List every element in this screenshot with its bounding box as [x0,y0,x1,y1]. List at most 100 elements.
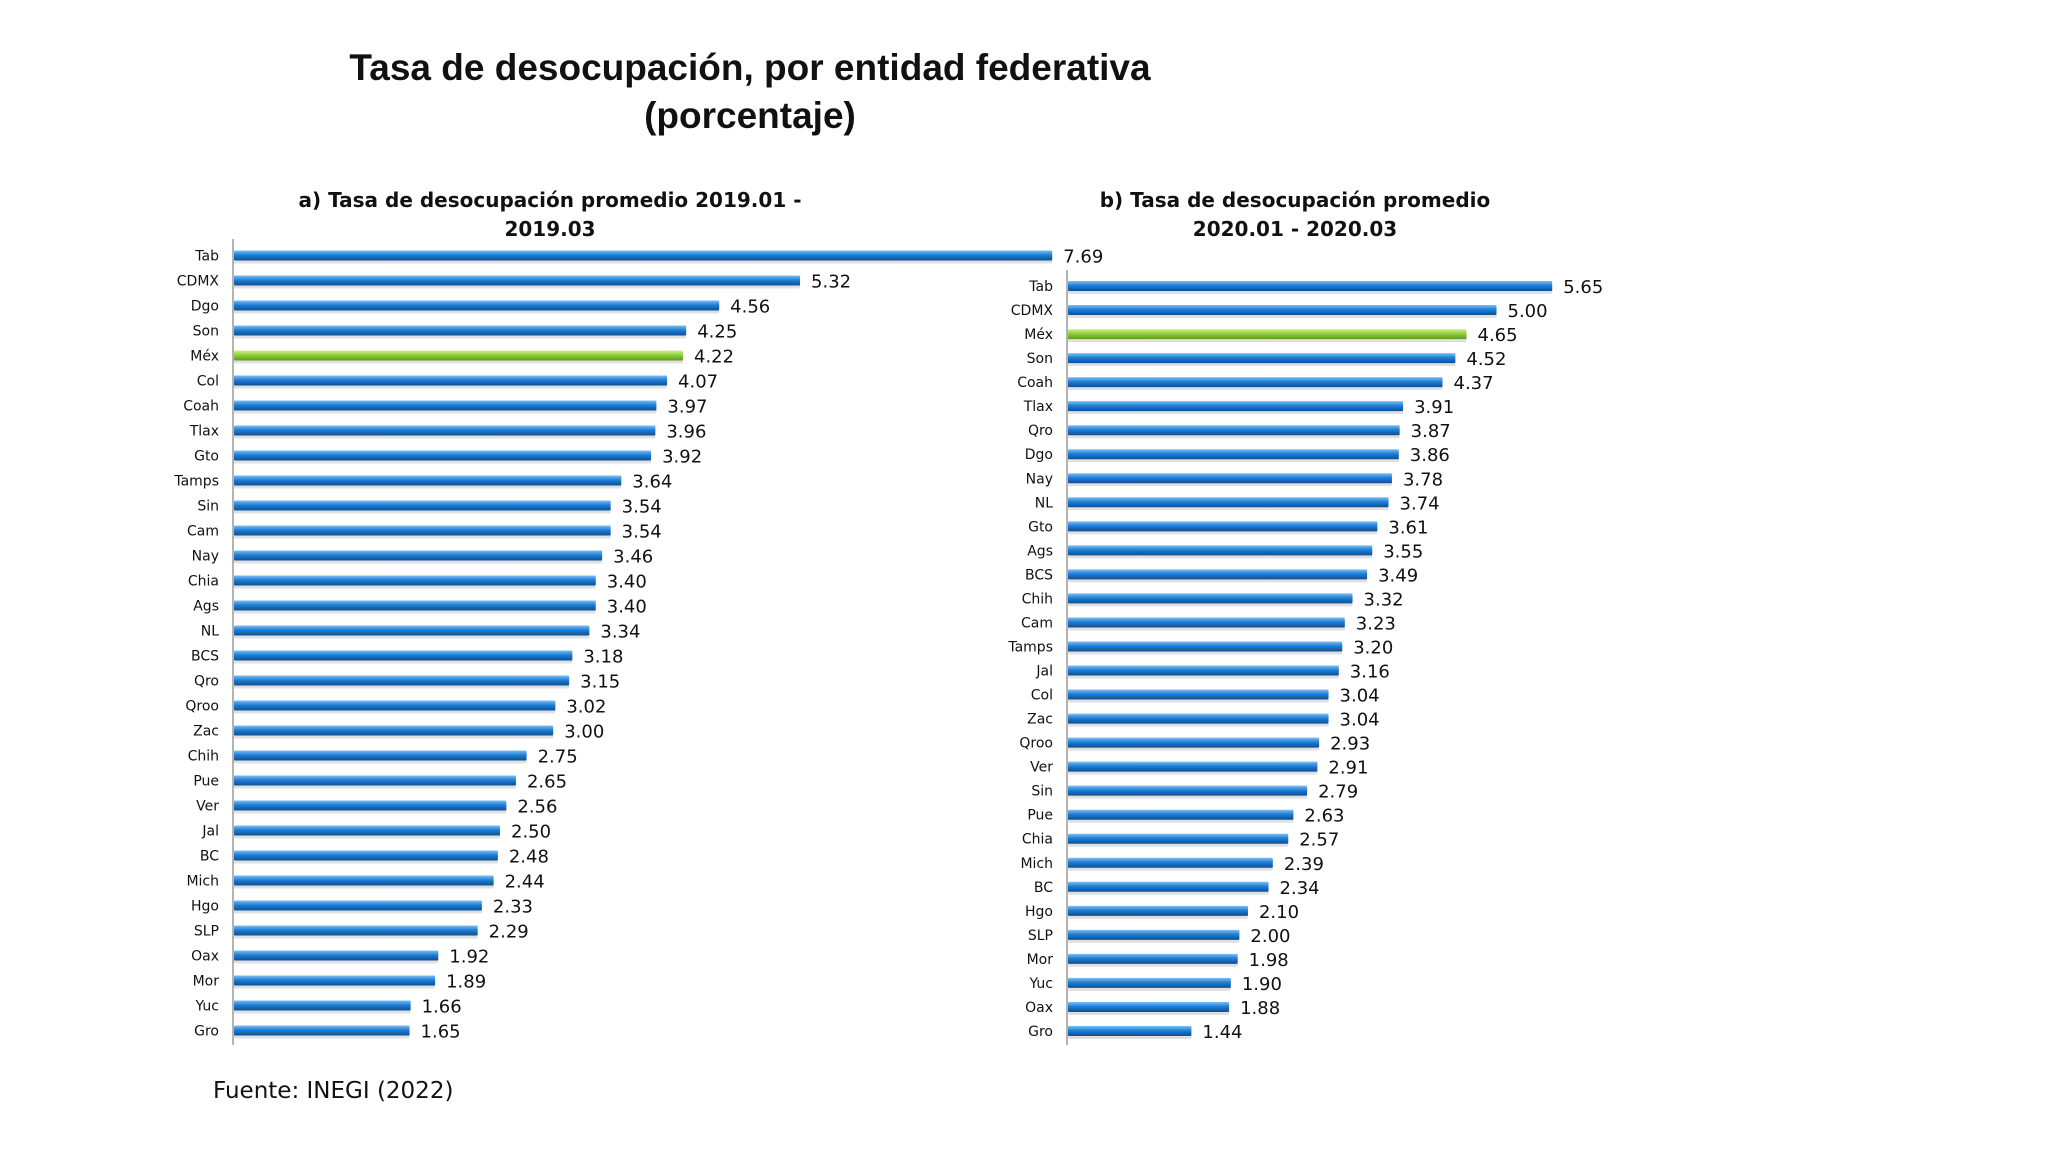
bar-a-ver [234,800,507,811]
value-label: 3.74 [1400,493,1440,514]
bar-a-pue [234,775,516,786]
value-label: 3.46 [613,547,653,568]
category-label: Oax [1025,1000,1053,1016]
value-label: 1.90 [1242,974,1282,995]
value-label: 3.32 [1364,589,1404,610]
value-label: 3.23 [1356,613,1396,634]
bar-b-nl [1068,497,1389,508]
category-label: Tlax [1023,399,1053,415]
value-label: 5.65 [1563,277,1603,298]
category-label: Chih [188,749,219,765]
value-label: 3.40 [607,572,647,593]
bar-b-oax [1068,1001,1230,1012]
category-label: Zac [1027,712,1053,728]
bar-a-qro [234,675,570,686]
value-label: 3.87 [1411,421,1451,442]
bar-a-sin [234,500,611,511]
bar-b-tamps [1068,641,1343,652]
category-label: Chih [1022,591,1053,607]
value-label: 5.00 [1508,301,1548,322]
bar-b-chih [1068,593,1353,604]
bar-a-tab [234,250,1053,261]
value-label: 3.15 [580,672,620,693]
category-label: Tamps [173,474,219,490]
category-label: Hgo [191,899,219,915]
category-label: Yuc [194,999,219,1015]
category-label: CDMX [177,274,220,290]
bar-b-sin [1068,785,1308,796]
value-label: 4.65 [1478,325,1518,346]
value-label: 3.91 [1414,397,1454,418]
value-label: 1.44 [1202,1022,1242,1043]
category-label: Mor [193,974,220,990]
category-label: Chia [1022,832,1053,848]
bar-b-bc [1068,881,1269,892]
category-label: SLP [1028,928,1053,944]
category-label: Col [197,374,219,390]
category-label: Gto [194,449,219,465]
category-label: Jal [201,824,219,840]
bar-b-cdmx [1068,305,1497,316]
bar-b-gro [1068,1025,1192,1036]
category-label: Ags [1027,543,1053,559]
value-label: 2.44 [505,872,545,893]
bar-b-gto [1068,521,1378,532]
bar-a-méx [234,350,684,361]
category-label: Qro [1028,423,1053,439]
value-label: 1.98 [1249,950,1289,971]
bar-b-qroo [1068,737,1320,748]
value-label: 3.04 [1340,686,1380,707]
value-label: 2.93 [1330,734,1370,755]
category-label: Tab [1028,279,1053,295]
category-label: Cam [1021,615,1053,631]
value-label: 1.88 [1240,998,1280,1019]
bar-a-nay [234,550,603,561]
value-label: 1.66 [422,997,462,1018]
value-label: 3.55 [1383,541,1423,562]
category-label: Hgo [1025,904,1053,920]
category-label: Zac [193,724,219,740]
category-label: Coah [183,399,219,415]
bar-b-bcs [1068,569,1368,580]
category-label: Son [193,324,219,340]
bar-a-cam [234,525,611,536]
value-label: 3.49 [1378,565,1418,586]
bar-b-chia [1068,833,1289,844]
bar-a-chih [234,750,527,761]
value-label: 4.25 [697,322,737,343]
bar-a-gro [234,1025,410,1036]
category-label: Tamps [1007,639,1053,655]
category-label: NL [201,624,219,640]
category-label: Pue [1027,808,1053,824]
category-label: SLP [194,924,219,940]
source-note: Fuente: INEGI (2022) [213,1078,454,1104]
category-label: Mich [1020,856,1053,872]
bar-a-chia [234,575,596,586]
value-label: 3.78 [1403,469,1443,490]
category-label: Ags [193,599,219,615]
category-label: Mich [186,874,219,890]
category-label: Dgo [1025,447,1053,463]
value-label: 2.39 [1284,854,1324,875]
chart-a-title: a) Tasa de desocupación promedio 2019.01… [298,188,802,241]
category-label: BCS [191,649,219,665]
value-label: 2.91 [1328,758,1368,779]
bar-b-mich [1068,857,1273,868]
category-label: Cam [187,524,219,540]
bar-b-pue [1068,809,1294,820]
bar-b-son [1068,353,1456,364]
bar-a-nl [234,625,590,636]
category-label: Gto [1028,519,1053,535]
bar-a-bc [234,850,498,861]
bar-a-qroo [234,700,556,711]
category-label: Ver [196,799,219,815]
category-label: Mor [1027,952,1054,968]
value-label: 2.79 [1318,782,1358,803]
category-label: Chia [188,574,219,590]
bar-b-ver [1068,761,1318,772]
category-label: Qro [194,674,219,690]
bar-b-zac [1068,713,1329,724]
category-label: Yuc [1028,976,1053,992]
bar-b-jal [1068,665,1339,676]
